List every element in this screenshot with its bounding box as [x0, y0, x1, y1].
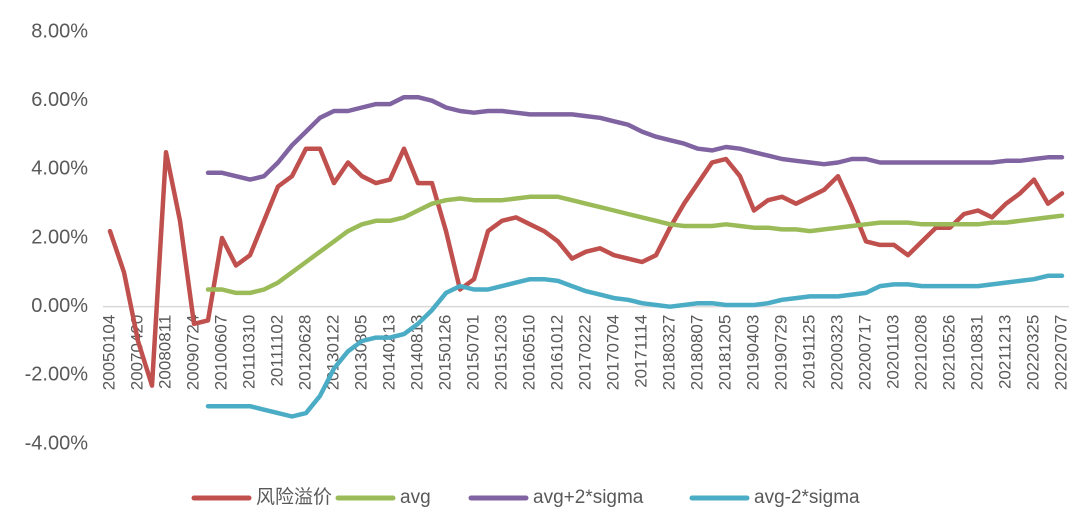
data-line [107, 146, 1065, 388]
x-tick-label: 20171114 [631, 315, 650, 388]
legend-label: avg [400, 487, 431, 508]
x-tick-label: 20190403 [743, 315, 762, 391]
data-line [205, 194, 1065, 296]
x-tick-label: 20150126 [435, 315, 454, 391]
y-tick-label: 8.00% [31, 20, 88, 42]
x-tick-label: 20210526 [939, 315, 958, 391]
x-tick-label: 20070420 [127, 315, 146, 391]
x-tick-label: 20211213 [995, 315, 1014, 389]
x-tick-label: 20191125 [799, 315, 818, 389]
x-tick-label: 20180327 [659, 315, 678, 391]
x-tick-label: 20151203 [491, 315, 510, 391]
x-tick-label: 20181205 [715, 315, 734, 391]
y-tick-label: 2.00% [31, 226, 88, 248]
x-tick-label: 20111102 [267, 315, 286, 387]
x-tick-label: 20120628 [295, 315, 314, 391]
legend-label: 风险溢价 [256, 486, 332, 508]
x-tick-label: 20210831 [967, 315, 986, 391]
x-tick-label: 20170704 [603, 315, 622, 391]
x-tick-label: 20140813 [407, 315, 426, 391]
x-tick-label: 20201103 [883, 315, 902, 389]
x-tick-label: 20210208 [911, 315, 930, 391]
x-tick-label: 20100607 [211, 315, 230, 391]
y-tick-label: 6.00% [31, 89, 88, 111]
y-tick-label: 4.00% [31, 158, 88, 180]
x-tick-label: 20200323 [827, 315, 846, 391]
data-line [205, 94, 1065, 182]
x-tick-label: 20050104 [99, 315, 118, 391]
x-tick-label: 20161012 [547, 315, 566, 391]
x-tick-label: 20190729 [771, 315, 790, 391]
x-tick-label: 20170222 [575, 315, 594, 391]
x-tick-label: 20220707 [1051, 315, 1070, 391]
x-tick-label: 20130805 [351, 315, 370, 391]
y-tick-label: 0.00% [31, 295, 88, 317]
x-tick-label: 20090724 [183, 315, 202, 391]
x-tick-label: 20150701 [463, 315, 482, 391]
x-tick-label: 20140213 [379, 315, 398, 391]
x-tick-label: 20130122 [323, 315, 342, 391]
legend-label: avg+2*sigma [533, 487, 644, 508]
x-tick-label: 20220325 [1023, 315, 1042, 391]
y-tick-label: -2.00% [25, 364, 89, 386]
x-tick-label: 20180807 [687, 315, 706, 391]
x-tick-label: 20200717 [855, 315, 874, 391]
x-tick-label: 20080811 [155, 315, 174, 389]
x-tick-label: 20110310 [239, 315, 258, 389]
data-line [205, 273, 1065, 419]
y-tick-label: -4.00% [25, 432, 89, 454]
x-tick-label: 20160510 [519, 315, 538, 391]
legend-label: avg-2*sigma [754, 487, 860, 508]
